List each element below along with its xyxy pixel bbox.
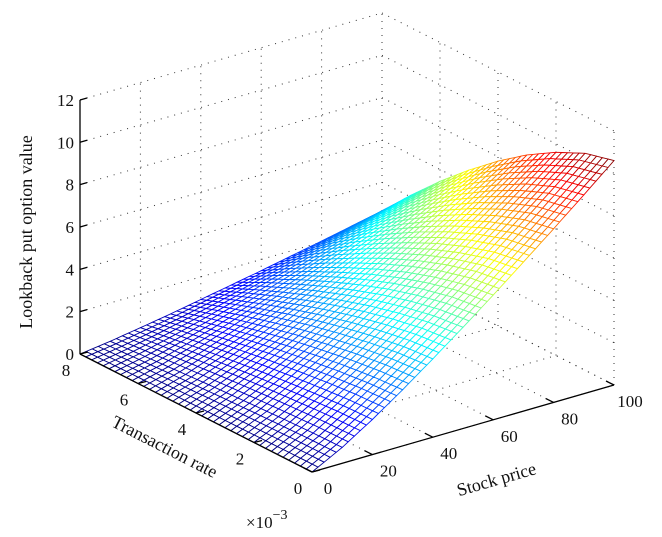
x-tick-mark: [303, 467, 313, 473]
x-tick-label: 0: [324, 479, 333, 498]
y-tick-mark: [195, 410, 205, 414]
x-axis-line: [311, 384, 615, 473]
y-tick-mark: [137, 380, 147, 385]
x-tick-mark: [424, 432, 434, 438]
z-tick-label: 10: [57, 133, 74, 152]
y-tick-label: 4: [178, 420, 187, 439]
gridline-z-side: [381, 12, 615, 132]
z-tick-mark: [79, 309, 88, 313]
z-tick-label: 4: [66, 260, 75, 279]
gridline-z-back: [79, 54, 383, 143]
y-axis-label: Transaction rate: [109, 411, 221, 481]
y-tick-mark: [79, 351, 89, 355]
x-tick-mark: [545, 397, 554, 403]
x-tick-label: 60: [501, 427, 518, 446]
y-tick-label: 0: [294, 479, 303, 498]
z-tick-mark: [79, 139, 88, 143]
y-tick-mark: [253, 439, 263, 444]
z-tick-label: 6: [66, 218, 75, 237]
z-tick-label: 12: [57, 91, 74, 110]
y-axis-multiplier: ×10−3: [246, 508, 288, 532]
gridline-z-back: [79, 139, 383, 228]
z-tick-mark: [79, 97, 88, 101]
x-tick-label: 80: [561, 409, 578, 428]
gridline-z-back: [79, 97, 383, 186]
z-tick-mark: [79, 224, 88, 228]
y-multiplier-base: ×10: [246, 513, 273, 532]
y-tick-mark: [311, 469, 321, 473]
z-tick-label: 2: [66, 303, 75, 322]
y-tick-label: 2: [236, 450, 245, 469]
x-tick-mark: [364, 450, 373, 456]
x-axis-label: Stock price: [454, 458, 538, 500]
surface-mesh: [79, 151, 615, 473]
z-tick-mark: [79, 182, 88, 186]
x-tick-label: 100: [617, 392, 643, 411]
z-tick-label: 8: [66, 176, 75, 195]
x-tick-label: 20: [380, 462, 397, 481]
z-axis-label: Lookback put option value: [16, 135, 36, 328]
y-multiplier-exponent: −3: [273, 508, 288, 523]
x-tick-mark: [484, 415, 494, 421]
x-tick-mark: [605, 380, 615, 386]
y-tick-label: 6: [120, 391, 129, 410]
z-tick-mark: [79, 266, 88, 270]
gridline-z-back: [79, 12, 383, 101]
x-tick-label: 40: [440, 444, 457, 463]
y-tick-label: 8: [62, 361, 71, 380]
z-tick-label: 0: [66, 345, 75, 364]
axes: [79, 97, 615, 473]
